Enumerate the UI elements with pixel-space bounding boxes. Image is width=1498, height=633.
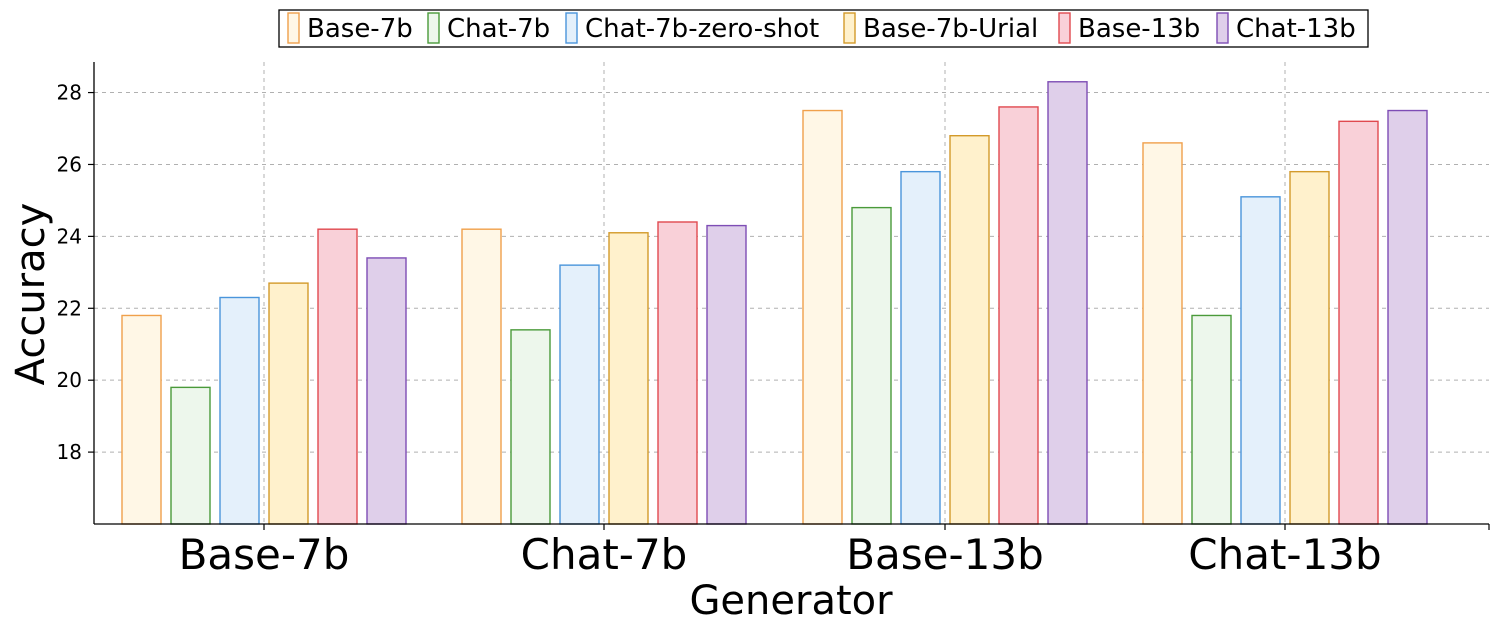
bar-chat-13b-base-13b [1047, 81, 1088, 525]
bar-chat-13b-chat-7b [706, 224, 747, 525]
bar-chat-7b-zero-shot-chat-7b [559, 264, 600, 525]
y-tick-label: 28 [57, 81, 82, 105]
y-tick-label: 20 [57, 368, 82, 392]
bar-chat-7b-chat-13b [1191, 314, 1232, 525]
legend-label: Chat-7b-zero-shot [585, 14, 819, 44]
bar-base-7b-urial-base-7b [268, 282, 309, 525]
bar-base-13b-base-13b [998, 106, 1039, 525]
bar-base-7b-urial-chat-7b [608, 232, 649, 525]
bar-chat-13b-chat-13b [1387, 109, 1428, 525]
x-tick-label: Chat-7b [521, 530, 688, 579]
legend: Base-7b Chat-7b Chat-7b-zero-shot Base-7b-U… [278, 9, 1369, 48]
y-tick-label: 22 [57, 296, 82, 320]
bar-chat-7b-chat-7b [510, 329, 551, 525]
bar-base-13b-base-7b [317, 228, 358, 525]
bar-chat-7b-base-7b [170, 386, 211, 525]
bar-base-7b-urial-chat-13b [1289, 170, 1330, 525]
legend-label: Base-7b [307, 14, 413, 44]
bar-base-7b-chat-7b [461, 228, 502, 525]
y-tick-label: 24 [57, 224, 82, 248]
legend-swatch [1058, 12, 1071, 44]
y-ticks: 18 20 22 24 26 28 [57, 81, 94, 464]
legend-swatch [427, 12, 440, 44]
x-tick-label: Base-7b [179, 530, 350, 579]
legend-swatch [843, 12, 856, 44]
legend-swatch [287, 12, 300, 44]
bar-base-13b-chat-7b [657, 221, 698, 525]
axes [93, 62, 1489, 525]
bar-base-7b-base-13b [802, 109, 843, 525]
legend-label: Chat-7b [447, 14, 550, 44]
bar-base-13b-chat-13b [1338, 120, 1379, 525]
bar-chat-7b-zero-shot-base-7b [219, 296, 260, 525]
legend-label: Chat-13b [1236, 14, 1356, 44]
bars [121, 81, 1428, 525]
x-axis-label: Generator [689, 578, 893, 624]
x-ticks: Base-7b Chat-7b Base-13b Chat-13b [179, 524, 1490, 579]
legend-label: Base-7b-Urial [863, 14, 1038, 44]
bar-chat-13b-base-7b [366, 257, 407, 525]
bar-chat-7b-zero-shot-base-13b [900, 170, 941, 525]
bar-base-7b-chat-13b [1142, 142, 1183, 525]
y-tick-label: 18 [57, 440, 82, 464]
bar-base-7b-urial-base-13b [949, 135, 990, 525]
y-axis-label: Accuracy [8, 203, 54, 386]
legend-label: Base-13b [1078, 14, 1200, 44]
bar-chat-7b-zero-shot-chat-13b [1240, 196, 1281, 525]
x-tick-label: Base-13b [846, 530, 1044, 579]
legend-swatch [565, 12, 578, 44]
bar-chat-7b-base-13b [851, 206, 892, 525]
legend-frame [278, 9, 1369, 48]
legend-swatch [1216, 12, 1229, 44]
x-tick-label: Chat-13b [1188, 530, 1381, 579]
y-tick-label: 26 [57, 152, 82, 176]
bar-base-7b-base-7b [121, 314, 162, 525]
